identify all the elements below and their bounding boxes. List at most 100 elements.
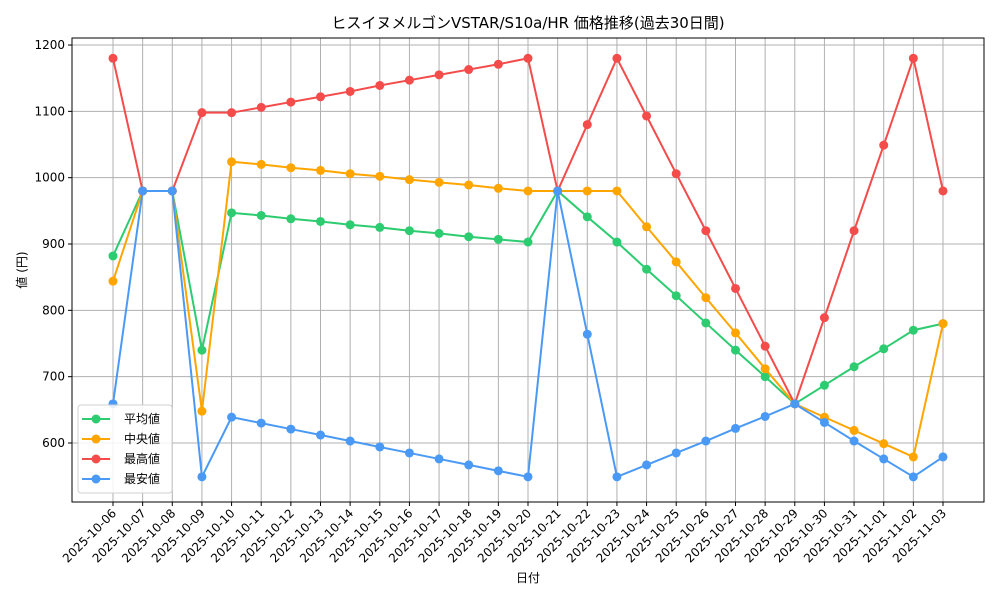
data-point xyxy=(879,140,889,150)
data-point xyxy=(612,472,622,482)
data-point xyxy=(375,80,385,90)
data-point xyxy=(316,92,325,102)
data-point xyxy=(316,430,325,440)
data-point xyxy=(701,226,711,236)
data-point xyxy=(375,171,385,181)
data-point xyxy=(197,345,207,355)
data-point xyxy=(523,53,533,63)
x-axis-label: 日付 xyxy=(516,571,540,585)
data-point xyxy=(523,237,533,247)
data-point xyxy=(345,86,355,96)
data-point xyxy=(434,454,444,464)
chart-title: ヒスイヌメルゴンVSTAR/S10a/HR 価格推移(過去30日間) xyxy=(331,14,724,32)
data-point xyxy=(908,325,918,335)
series-line xyxy=(108,53,948,409)
data-point xyxy=(908,53,918,63)
data-point xyxy=(819,313,829,323)
y-axis-ticks: 600 700 800 900 1000 1100 1200 xyxy=(34,38,72,450)
grid-lines xyxy=(72,38,984,502)
data-point xyxy=(819,417,829,427)
data-point xyxy=(316,216,325,226)
data-point xyxy=(642,111,652,121)
data-point xyxy=(345,436,355,446)
y-axis-label: 値 (円) xyxy=(14,251,29,288)
data-point xyxy=(612,237,622,247)
data-point xyxy=(286,97,296,107)
data-point xyxy=(138,186,148,196)
data-point xyxy=(760,341,770,351)
data-point xyxy=(286,424,296,434)
data-point xyxy=(908,472,918,482)
data-point xyxy=(582,186,592,196)
data-point xyxy=(345,169,355,179)
data-point xyxy=(464,65,474,75)
y-tick-label: 700 xyxy=(42,370,65,384)
data-point xyxy=(790,399,800,409)
data-point xyxy=(375,442,385,452)
data-point xyxy=(345,220,355,230)
data-point xyxy=(849,425,859,435)
y-tick-label: 800 xyxy=(42,303,65,317)
data-point xyxy=(227,108,237,118)
data-point xyxy=(731,345,740,355)
data-point xyxy=(434,177,444,187)
data-point xyxy=(701,318,711,328)
data-point xyxy=(612,186,622,196)
data-point xyxy=(197,472,207,482)
data-point xyxy=(671,448,681,458)
data-point xyxy=(582,329,592,339)
data-point xyxy=(493,234,503,244)
y-tick-label: 900 xyxy=(42,237,65,251)
legend-label: 中央値 xyxy=(124,431,160,446)
data-point xyxy=(256,418,266,428)
data-point xyxy=(464,180,474,190)
data-point xyxy=(671,291,681,301)
data-point xyxy=(849,436,859,446)
data-point xyxy=(701,436,711,446)
data-point xyxy=(938,452,948,462)
data-point xyxy=(375,222,385,232)
data-point xyxy=(642,222,652,232)
data-point xyxy=(434,228,444,238)
x-axis-ticks: 2025-10-062025-10-072025-10-082025-10-09… xyxy=(60,502,949,565)
data-point xyxy=(167,186,177,196)
data-point xyxy=(256,102,266,112)
data-point xyxy=(404,448,414,458)
data-point xyxy=(523,472,533,482)
data-point xyxy=(316,165,325,175)
data-point xyxy=(493,183,503,193)
legend-label: 平均値 xyxy=(124,411,160,426)
data-point xyxy=(434,70,444,80)
data-point xyxy=(197,108,207,118)
data-point xyxy=(256,159,266,169)
data-point xyxy=(671,257,681,267)
data-point xyxy=(197,406,207,416)
data-point xyxy=(404,175,414,185)
y-tick-label: 1000 xyxy=(34,171,65,185)
data-point xyxy=(731,423,740,433)
data-point xyxy=(879,454,889,464)
data-point xyxy=(404,75,414,85)
data-point xyxy=(286,214,296,224)
data-point xyxy=(671,169,681,179)
data-point xyxy=(731,283,740,293)
data-point xyxy=(227,157,237,167)
legend-label: 最高値 xyxy=(124,451,160,466)
data-point xyxy=(760,372,770,382)
data-point xyxy=(612,53,622,63)
data-point xyxy=(760,411,770,421)
data-point xyxy=(849,226,859,236)
y-tick-label: 1200 xyxy=(34,38,65,52)
data-point xyxy=(908,452,918,462)
data-point xyxy=(731,328,740,338)
data-point xyxy=(701,293,711,303)
data-point xyxy=(642,460,652,470)
data-point xyxy=(493,466,503,476)
data-point xyxy=(879,344,889,354)
data-point xyxy=(464,460,474,470)
data-point xyxy=(108,53,118,63)
y-tick-label: 1100 xyxy=(34,104,65,118)
data-point xyxy=(849,362,859,372)
data-point xyxy=(938,186,948,196)
